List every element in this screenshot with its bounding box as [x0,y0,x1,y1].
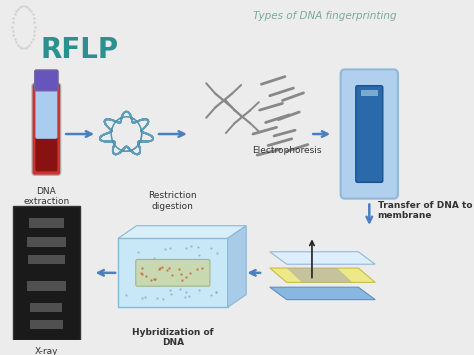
FancyBboxPatch shape [36,137,57,171]
FancyBboxPatch shape [118,238,228,307]
Text: X-ray: X-ray [35,348,58,355]
FancyBboxPatch shape [361,89,378,96]
FancyBboxPatch shape [35,70,58,91]
FancyBboxPatch shape [30,302,63,312]
Polygon shape [270,287,375,300]
FancyBboxPatch shape [27,237,66,247]
FancyBboxPatch shape [36,89,57,139]
FancyBboxPatch shape [13,206,80,340]
Text: Hybridization of
DNA: Hybridization of DNA [132,328,214,347]
FancyBboxPatch shape [341,70,398,199]
Text: Electrophoresis: Electrophoresis [252,146,321,155]
Text: Transfer of DNA to
membrane: Transfer of DNA to membrane [378,201,472,220]
Polygon shape [270,252,375,264]
Polygon shape [118,226,246,238]
FancyBboxPatch shape [32,83,61,175]
FancyBboxPatch shape [29,320,63,329]
Text: Types of DNA fingerprinting: Types of DNA fingerprinting [253,11,396,22]
Polygon shape [228,226,246,307]
Text: DNA
extraction: DNA extraction [23,187,70,206]
FancyBboxPatch shape [28,218,64,228]
Text: RFLP: RFLP [40,36,118,64]
Polygon shape [287,268,353,282]
FancyBboxPatch shape [356,86,383,182]
Polygon shape [270,268,375,282]
FancyBboxPatch shape [136,260,210,286]
FancyBboxPatch shape [27,282,66,291]
FancyBboxPatch shape [28,255,65,264]
Text: Restriction
digestion: Restriction digestion [148,191,197,211]
